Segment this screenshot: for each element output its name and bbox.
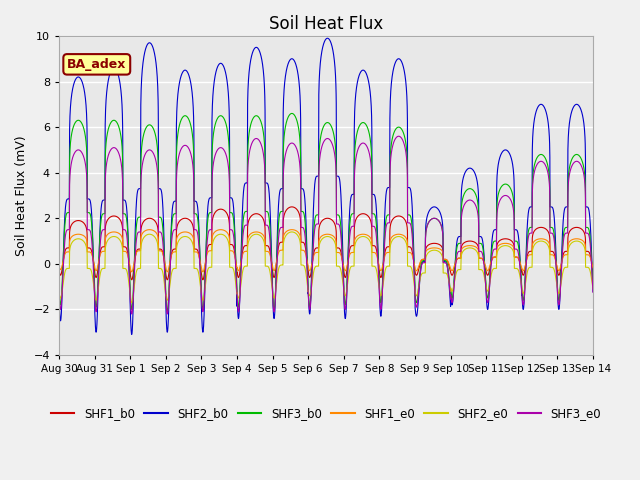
- Line: SHF3_e0: SHF3_e0: [59, 136, 593, 314]
- SHF3_b0: [151, 131, 159, 136]
- SHF1_b0: [446, 266, 454, 272]
- SHF2_b0: [589, 288, 597, 294]
- SHF2_b0: [128, 332, 136, 337]
- SHF3_e0: [589, 289, 597, 295]
- SHF3_b0: [307, 302, 314, 308]
- SHF1_e0: [199, 269, 207, 275]
- Legend: SHF1_b0, SHF2_b0, SHF3_b0, SHF1_e0, SHF2_e0, SHF3_e0: SHF1_b0, SHF2_b0, SHF3_b0, SHF1_e0, SHF2…: [46, 402, 606, 425]
- SHF3_e0: [163, 311, 171, 317]
- SHF2_b0: [55, 297, 63, 302]
- SHF3_b0: [163, 309, 171, 314]
- SHF2_e0: [417, 276, 424, 281]
- SHF2_b0: [476, 234, 484, 240]
- SHF3_b0: [417, 268, 424, 274]
- SHF1_b0: [417, 260, 424, 266]
- SHF1_e0: [589, 265, 597, 271]
- SHF3_e0: [476, 249, 484, 254]
- SHF2_e0: [151, 235, 159, 240]
- Text: BA_adex: BA_adex: [67, 58, 127, 71]
- SHF3_b0: [288, 110, 296, 116]
- SHF1_b0: [589, 268, 597, 274]
- SHF1_b0: [151, 218, 159, 224]
- SHF1_b0: [55, 267, 63, 273]
- SHF1_b0: [288, 204, 296, 210]
- SHF3_e0: [55, 293, 63, 299]
- Line: SHF2_b0: SHF2_b0: [59, 38, 593, 335]
- SHF1_e0: [55, 264, 63, 269]
- SHF1_b0: [307, 274, 314, 280]
- SHF2_e0: [307, 292, 314, 298]
- SHF1_e0: [151, 228, 159, 234]
- SHF2_e0: [589, 286, 597, 292]
- SHF1_e0: [476, 255, 484, 261]
- Line: SHF1_b0: SHF1_b0: [59, 207, 593, 280]
- SHF3_e0: [306, 305, 314, 311]
- SHF1_e0: [288, 227, 296, 232]
- Line: SHF2_e0: SHF2_e0: [59, 232, 593, 302]
- SHF2_b0: [446, 291, 454, 297]
- Title: Soil Heat Flux: Soil Heat Flux: [269, 15, 383, 33]
- SHF1_e0: [307, 267, 314, 273]
- SHF2_e0: [55, 290, 63, 296]
- SHF2_e0: [128, 300, 136, 305]
- SHF2_e0: [589, 283, 596, 288]
- SHF3_e0: [446, 286, 454, 292]
- SHF3_b0: [589, 285, 597, 290]
- Line: SHF3_b0: SHF3_b0: [59, 113, 593, 312]
- SHF3_e0: [151, 155, 159, 160]
- SHF3_e0: [589, 281, 596, 287]
- SHF3_b0: [476, 240, 484, 246]
- SHF1_e0: [589, 263, 596, 269]
- SHF1_b0: [589, 265, 596, 271]
- SHF3_e0: [395, 133, 403, 139]
- SHF2_b0: [589, 276, 596, 282]
- SHF2_b0: [151, 54, 159, 60]
- SHF2_b0: [306, 310, 314, 315]
- SHF1_b0: [199, 277, 207, 283]
- SHF2_e0: [476, 267, 484, 273]
- SHF2_e0: [446, 284, 454, 289]
- Line: SHF1_e0: SHF1_e0: [59, 229, 593, 272]
- SHF3_b0: [55, 286, 63, 292]
- SHF2_b0: [417, 272, 424, 278]
- SHF1_e0: [446, 263, 454, 269]
- Y-axis label: Soil Heat Flux (mV): Soil Heat Flux (mV): [15, 135, 28, 256]
- SHF1_b0: [476, 255, 484, 261]
- SHF1_e0: [417, 259, 424, 265]
- SHF2_e0: [288, 229, 296, 235]
- SHF3_b0: [446, 283, 454, 288]
- SHF2_b0: [324, 36, 332, 41]
- SHF3_e0: [417, 271, 424, 276]
- SHF3_b0: [589, 276, 596, 282]
